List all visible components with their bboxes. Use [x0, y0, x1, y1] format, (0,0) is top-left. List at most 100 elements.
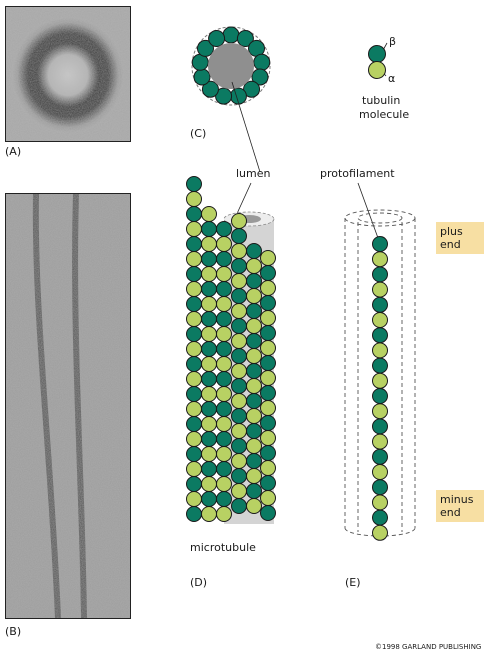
panel-label-e: (E) — [345, 576, 361, 589]
protofilament-subunit — [372, 312, 388, 328]
protofilament-subunit — [372, 448, 388, 465]
protofilament-subunit — [372, 236, 388, 252]
plus-end-label: plus end — [436, 222, 484, 254]
microtubule-subunit — [260, 445, 276, 461]
protofilament-subunit — [372, 327, 388, 344]
microtubule-subunit — [201, 386, 217, 402]
microtubule-subunit — [260, 400, 276, 416]
microtubule-subunit — [246, 303, 262, 319]
microtubule-subunit — [201, 281, 217, 297]
microtubule-subunit — [186, 206, 202, 222]
protofilament-subunit — [372, 403, 388, 420]
ring-subunit — [251, 68, 269, 86]
microtubule-subunit — [246, 318, 262, 334]
beta-subunit — [368, 45, 386, 63]
micrograph-a-image — [6, 7, 130, 141]
microtubule-subunit — [216, 506, 232, 522]
single-protofilament — [372, 236, 388, 541]
microtubule-subunit — [201, 401, 217, 417]
ring-subunit — [193, 68, 211, 86]
microtubule-subunit — [216, 236, 232, 252]
microtubule-subunit — [260, 340, 276, 356]
microtubule-subunit — [186, 296, 202, 312]
microtubule-subunit — [260, 490, 276, 506]
microtubule-subunit — [201, 341, 217, 357]
microtubule-subunit — [231, 393, 247, 409]
ring-subunit — [201, 80, 219, 98]
microtubule-subunit — [186, 386, 202, 402]
protofilament-subunit — [372, 266, 388, 283]
microtubule-subunit — [201, 431, 217, 447]
protofilament-subunit — [372, 524, 388, 541]
microtubule-subunit — [260, 415, 276, 431]
microtubule-subunit — [246, 393, 262, 409]
microtubule-subunit — [186, 476, 202, 492]
protofilament-subunit — [372, 372, 388, 389]
lumen-label: lumen — [236, 167, 271, 180]
microtubule-subunit — [216, 386, 232, 402]
lumen-disc — [208, 43, 254, 89]
protofilament-subunit — [372, 418, 388, 435]
microtubule-subunit — [186, 176, 202, 192]
protofilament-subunit — [372, 433, 388, 450]
protofilament-subunit — [372, 494, 388, 511]
microtubule-subunit — [186, 431, 202, 447]
microtubule-subunit — [231, 348, 247, 364]
microtubule-subunit — [216, 341, 232, 357]
microtubule-subunit — [201, 506, 217, 522]
microtubule-subunit — [260, 475, 276, 491]
microtubule-subunit — [260, 460, 276, 476]
microtubule-subunit — [201, 236, 217, 252]
microtubule-subunit — [186, 446, 202, 462]
molecule-label: molecule — [359, 108, 410, 121]
microtubule-subunit — [186, 251, 202, 267]
microtubule-subunit — [216, 431, 232, 447]
microtubule-subunit — [186, 266, 202, 282]
microtubule-subunit — [260, 355, 276, 371]
microtubule-subunit — [246, 453, 262, 469]
microtubule-subunit — [231, 303, 247, 319]
protofilament-subunit — [372, 342, 388, 359]
microtubule-subunit — [216, 491, 232, 507]
microtubule-subunit — [186, 401, 202, 417]
microtubule-subunit — [216, 371, 232, 387]
microtubule-subunit — [216, 251, 232, 267]
microtubule-subunit — [231, 423, 247, 439]
microtubule-subunit — [246, 333, 262, 349]
microtubule-subunit — [216, 326, 232, 342]
microtubule-subunit — [246, 408, 262, 424]
microtubule-subunit — [186, 311, 202, 327]
microtubule-subunit — [246, 273, 262, 289]
copyright-text: ©1998 GARLAND PUBLISHING — [375, 643, 482, 651]
protofilament-label: protofilament — [320, 167, 395, 180]
microtubule-subunit — [246, 258, 262, 274]
microtubule-subunit — [231, 453, 247, 469]
protofilament-subunit — [372, 357, 388, 374]
microtubule-label: microtubule — [190, 541, 256, 554]
microtubule-subunit — [246, 483, 262, 499]
panel-label-c: (C) — [190, 127, 207, 140]
microtubule-subunit — [186, 281, 202, 297]
micrograph-longitudinal — [5, 193, 131, 619]
microtubule-subunit — [216, 461, 232, 477]
microtubule-subunit — [216, 416, 232, 432]
microtubule-subunit — [246, 438, 262, 454]
protofilament-subunit — [372, 479, 388, 496]
microtubule-subunit — [186, 491, 202, 507]
protofilament-subunit — [372, 296, 388, 313]
microtubule-subunit — [201, 416, 217, 432]
microtubule-subunit — [201, 206, 217, 222]
microtubule-subunit — [231, 363, 247, 379]
micrograph-b-image — [6, 194, 130, 618]
microtubule-subunit — [260, 370, 276, 386]
microtubule-subunit — [246, 468, 262, 484]
microtubule-subunit — [186, 341, 202, 357]
microtubule-subunit — [201, 446, 217, 462]
microtubule-subunit — [260, 325, 276, 341]
microtubule-subunit — [201, 266, 217, 282]
ring-subunit — [215, 87, 233, 105]
microtubule-subunit — [186, 506, 202, 522]
microtubule-subunit — [201, 461, 217, 477]
microtubule-subunit — [186, 356, 202, 372]
